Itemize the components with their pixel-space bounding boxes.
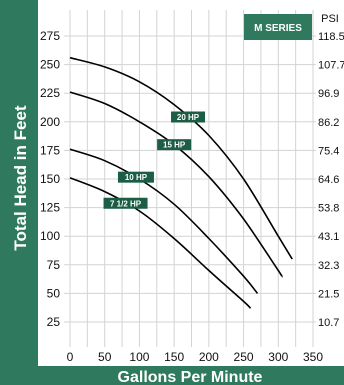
x-tick-label: 100 — [129, 350, 149, 364]
x-tick-label: 0 — [67, 350, 74, 364]
psi-tick-labels: 118.5 107.7 96.9 86.2 75.4 64.6 53.8 43.1 32.3 21… — [318, 31, 344, 329]
y-tick-label: 150 — [40, 172, 60, 186]
series-label-bg — [171, 111, 206, 123]
y-tick-label: 75 — [47, 258, 61, 272]
series-label-bg — [103, 197, 148, 209]
x-tick-label: 150 — [164, 350, 184, 364]
series-badge: M SERIES — [254, 23, 302, 34]
psi-tick-label: 53.8 — [318, 203, 339, 215]
y-tick-label: 250 — [40, 58, 60, 72]
series-label: 20 HP — [177, 113, 200, 122]
x-tick-label: 50 — [98, 350, 112, 364]
psi-tick-label: 118.5 — [318, 31, 344, 43]
x-tick-label: 350 — [303, 350, 323, 364]
psi-tick-label: 21.5 — [318, 288, 339, 300]
y-tick-label: 175 — [40, 143, 60, 157]
series-label: 10 HP — [125, 173, 148, 182]
psi-tick-label: 96.9 — [318, 88, 339, 100]
curve-15-hp — [69, 91, 283, 278]
y-tick-label: 275 — [40, 29, 60, 43]
psi-unit-label: PSI — [321, 13, 339, 25]
x-axis-band — [0, 366, 344, 385]
series-label: 7 1/2 HP — [110, 199, 142, 208]
x-tick-label: 300 — [268, 350, 288, 364]
y-tick-label: 225 — [40, 86, 60, 100]
x-axis-title: Gallons Per Minute — [118, 369, 263, 385]
series-label: 15 HP — [163, 141, 186, 150]
psi-tick-label: 64.6 — [318, 174, 339, 186]
y-tick-label: 200 — [40, 115, 60, 129]
pump-curves — [69, 56, 293, 309]
series-badge-bg — [244, 14, 312, 40]
psi-tick-label: 10.7 — [318, 317, 339, 329]
x-tick-label: 250 — [234, 350, 254, 364]
curve-7-1-2-hp — [69, 177, 252, 309]
x-tick-label: 200 — [199, 350, 219, 364]
curve-10-hp — [69, 148, 259, 294]
y-tick-label: 25 — [47, 315, 61, 329]
y-tick-labels: 275 250 225 200 175 150 125 100 75 50 25 — [40, 29, 60, 329]
psi-tick-label: 86.2 — [318, 117, 339, 129]
series-label-bg — [157, 139, 192, 151]
series-labels: 20 HP 15 HP 10 HP 7 1/2 HP — [103, 111, 206, 209]
psi-tick-label: 32.3 — [318, 260, 339, 272]
y-axis-title: Total Head in Feet — [11, 105, 30, 250]
psi-tick-label: 107.7 — [318, 60, 344, 72]
series-label-bg — [117, 171, 154, 183]
y-tick-label: 50 — [47, 286, 61, 300]
x-tick-labels: 0 50 100 150 200 250 300 350 — [67, 350, 324, 364]
psi-tick-label: 75.4 — [318, 145, 339, 157]
y-tick-label: 125 — [40, 201, 60, 215]
psi-tick-label: 43.1 — [318, 231, 339, 243]
y-tick-label: 100 — [40, 229, 60, 243]
y-axis-band — [0, 0, 38, 385]
